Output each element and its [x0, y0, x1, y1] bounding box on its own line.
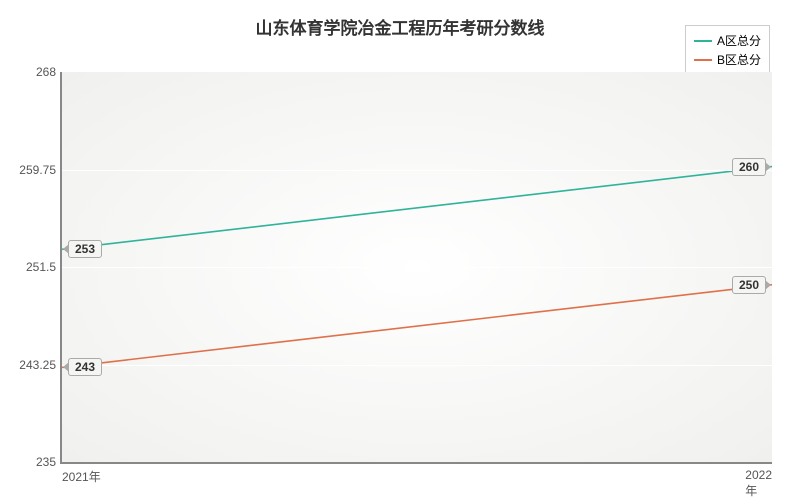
y-axis-label: 235: [36, 455, 62, 469]
legend-label-a: A区总分: [717, 32, 761, 49]
x-axis-label: 2021年: [62, 462, 101, 485]
grid-line: [62, 365, 772, 366]
legend-swatch-b: [694, 59, 712, 61]
y-axis-label: 259.75: [19, 163, 62, 177]
legend-swatch-a: [694, 40, 712, 42]
x-axis-label: 2022年: [745, 462, 772, 499]
plot-area: 235243.25251.5259.752682021年2022年2532602…: [60, 72, 772, 464]
datapoint-label: 260: [732, 158, 766, 176]
chart-container: 山东体育学院冶金工程历年考研分数线 A区总分 B区总分 235 243.25 251…: [0, 0, 800, 500]
legend: A区总分 B区总分: [685, 25, 770, 75]
legend-item-a: A区总分: [694, 32, 761, 49]
datapoint-label: 250: [732, 276, 766, 294]
chart-title: 山东体育学院冶金工程历年考研分数线: [256, 14, 545, 39]
datapoint-label: 253: [68, 240, 102, 258]
legend-item-b: B区总分: [694, 51, 761, 68]
grid-line: [62, 267, 772, 268]
y-axis-label: 251.5: [26, 260, 62, 274]
legend-label-b: B区总分: [717, 51, 761, 68]
y-axis-label: 243.25: [19, 358, 62, 372]
datapoint-label: 243: [68, 358, 102, 376]
y-axis-label: 268: [36, 65, 62, 79]
grid-line: [62, 170, 772, 171]
